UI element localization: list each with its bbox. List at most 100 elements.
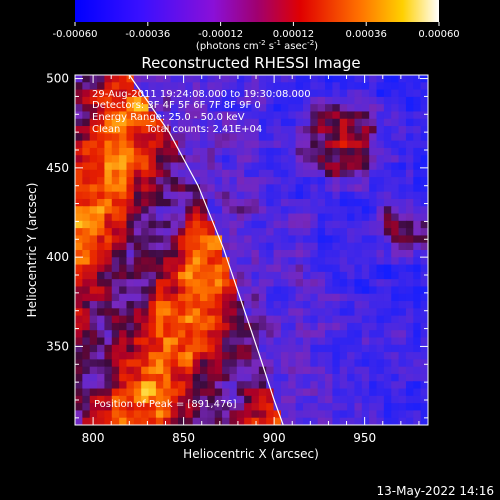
heatmap-cell bbox=[251, 395, 260, 404]
heatmap-cell bbox=[317, 133, 326, 142]
heatmap-cell bbox=[295, 75, 304, 83]
heatmap-cell bbox=[266, 162, 275, 171]
heatmap-cell bbox=[192, 264, 201, 273]
heatmap-cell bbox=[391, 235, 400, 244]
heatmap-cell bbox=[244, 184, 253, 193]
heatmap-cell bbox=[310, 286, 319, 295]
heatmap-cell bbox=[258, 410, 267, 419]
heatmap-cell bbox=[177, 373, 186, 382]
heatmap-cell bbox=[89, 140, 98, 149]
heatmap-cell bbox=[148, 250, 157, 258]
heatmap-cell bbox=[273, 169, 282, 178]
heatmap-cell bbox=[413, 359, 422, 368]
heatmap-cell bbox=[133, 359, 142, 368]
heatmap-cell bbox=[310, 344, 319, 353]
heatmap-cell bbox=[354, 198, 363, 207]
heatmap-cell bbox=[207, 301, 216, 309]
heatmap-cell bbox=[82, 242, 91, 251]
heatmap-cell bbox=[398, 388, 407, 397]
heatmap-cell bbox=[280, 417, 289, 425]
heatmap-cell bbox=[148, 228, 157, 237]
heatmap-cell bbox=[317, 184, 326, 193]
heatmap-cell bbox=[317, 206, 326, 215]
heatmap-cell bbox=[339, 242, 348, 251]
heatmap-cell bbox=[177, 206, 186, 215]
heatmap-cell bbox=[75, 337, 83, 346]
heatmap-cell bbox=[170, 169, 179, 178]
heatmap-cell bbox=[391, 206, 400, 215]
heatmap-cell bbox=[163, 359, 172, 368]
heatmap-cell bbox=[155, 301, 164, 309]
heatmap-cell bbox=[339, 337, 348, 346]
heatmap-cell bbox=[302, 403, 311, 412]
heatmap-cell bbox=[214, 206, 223, 215]
heatmap-cell bbox=[251, 206, 260, 215]
heatmap-cell bbox=[280, 373, 289, 382]
heatmap-cell bbox=[75, 213, 83, 222]
heatmap-cell bbox=[258, 126, 267, 134]
heatmap-cell bbox=[280, 242, 289, 251]
heatmap-cell bbox=[111, 140, 120, 149]
heatmap-cell bbox=[82, 155, 91, 164]
heatmap-cell bbox=[170, 344, 179, 353]
heatmap-cell bbox=[266, 140, 275, 149]
heatmap-cell bbox=[405, 381, 414, 390]
heatmap-cell bbox=[273, 279, 282, 288]
heatmap-cell bbox=[141, 133, 150, 142]
heatmap-cell bbox=[266, 264, 275, 273]
heatmap-cell bbox=[148, 191, 157, 200]
heatmap-cell bbox=[420, 410, 428, 419]
heatmap-cell bbox=[310, 213, 319, 222]
heatmap-cell bbox=[332, 403, 341, 412]
heatmap-cell bbox=[222, 235, 231, 244]
heatmap-cell bbox=[405, 213, 414, 222]
heatmap-cell bbox=[244, 89, 253, 98]
heatmap-cell bbox=[420, 184, 428, 193]
heatmap-cell bbox=[302, 337, 311, 346]
heatmap-cell bbox=[229, 388, 238, 397]
heatmap-cell bbox=[177, 133, 186, 142]
heatmap-cell bbox=[325, 118, 333, 127]
heatmap-cell bbox=[82, 293, 91, 302]
heatmap-cell bbox=[119, 337, 128, 346]
heatmap-cell bbox=[391, 104, 400, 113]
heatmap-cell bbox=[273, 301, 282, 309]
heatmap-cell bbox=[347, 162, 356, 171]
heatmap-cell bbox=[391, 228, 400, 237]
heatmap-cell bbox=[236, 395, 245, 404]
heatmap-cell bbox=[214, 359, 223, 368]
heatmap-cell bbox=[200, 242, 208, 251]
heatmap-cell bbox=[420, 257, 428, 266]
heatmap-cell bbox=[258, 184, 267, 193]
heatmap-cell bbox=[310, 417, 319, 425]
heatmap-cell bbox=[302, 242, 311, 251]
heatmap-cell bbox=[266, 133, 275, 142]
heatmap-cell bbox=[229, 118, 238, 127]
heatmap-cell bbox=[258, 104, 267, 113]
heatmap-cell bbox=[97, 118, 106, 127]
heatmap-cell bbox=[339, 359, 348, 368]
heatmap-cell bbox=[258, 133, 267, 142]
heatmap-cell bbox=[119, 366, 128, 375]
heatmap-cell bbox=[295, 293, 304, 302]
heatmap-cell bbox=[111, 388, 120, 397]
heatmap-cell bbox=[89, 271, 98, 280]
heatmap-cell bbox=[214, 177, 223, 185]
heatmap-cell bbox=[75, 198, 83, 207]
heatmap-cell bbox=[266, 213, 275, 222]
heatmap-cell bbox=[75, 155, 83, 164]
heatmap-cell bbox=[317, 191, 326, 200]
heatmap-cell bbox=[310, 373, 319, 382]
heatmap-cell bbox=[200, 330, 208, 339]
heatmap-cell bbox=[82, 111, 91, 120]
heatmap-cell bbox=[251, 118, 260, 127]
heatmap-cell bbox=[288, 250, 297, 258]
heatmap-cell bbox=[405, 359, 414, 368]
heatmap-cell bbox=[119, 147, 128, 156]
heatmap-cell bbox=[133, 220, 142, 229]
heatmap-cell bbox=[295, 388, 304, 397]
heatmap-cell bbox=[339, 220, 348, 229]
heatmap-cell bbox=[244, 198, 253, 207]
heatmap-cell bbox=[391, 191, 400, 200]
heatmap-cell bbox=[163, 366, 172, 375]
